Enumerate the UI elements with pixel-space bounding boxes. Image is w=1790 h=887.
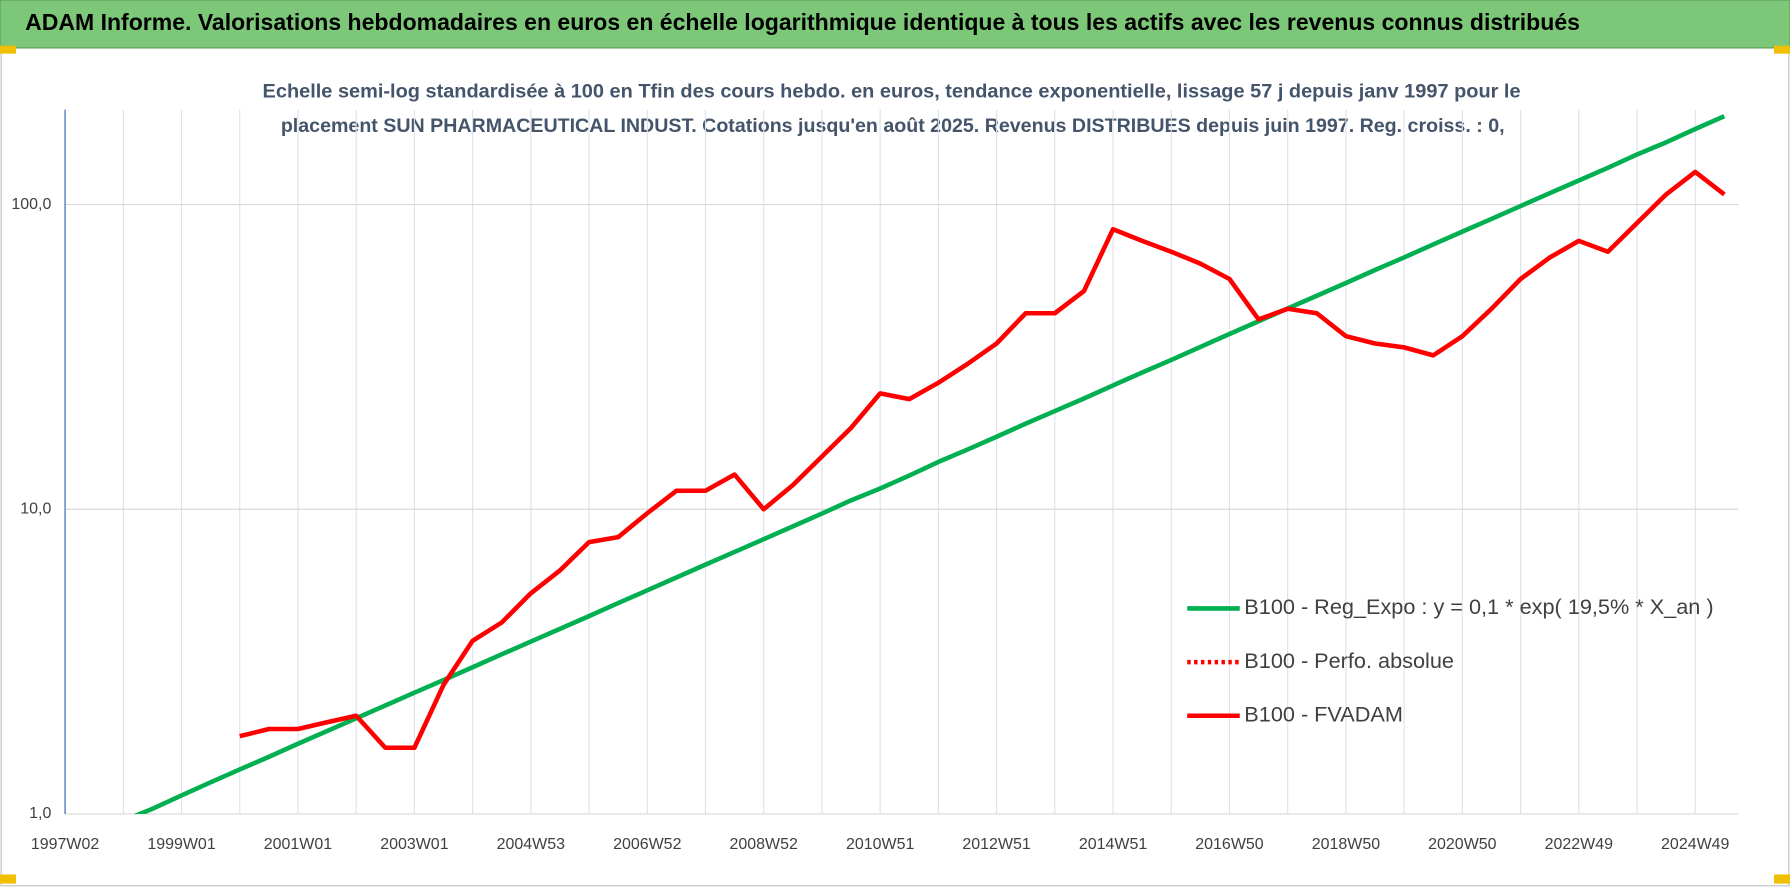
x-tick-label: 2024W49	[1661, 836, 1729, 853]
corner	[1774, 874, 1790, 884]
chart-subtitle: Echelle semi-log standardisée à 100 en T…	[263, 81, 1521, 103]
legend-label: B100 - Perfo. absolue	[1244, 648, 1454, 673]
data-line	[239, 169, 1726, 751]
x-tick-label: 2008W52	[730, 836, 798, 853]
legend-label: B100 - FVADAM	[1244, 701, 1403, 726]
x-tick-label: 2014W51	[1079, 836, 1147, 853]
x-tick-label: 2022W49	[1545, 836, 1613, 853]
x-tick-label: 2010W51	[846, 836, 914, 853]
chart-subtitle: placement SUN PHARMACEUTICAL INDUST. Cot…	[281, 115, 1505, 137]
x-tick-label: 1999W01	[147, 836, 215, 853]
x-tick-label: 2012W51	[962, 836, 1030, 853]
x-tick-label: 2020W50	[1428, 836, 1496, 853]
y-tick-label: 1,0	[29, 805, 51, 822]
chart-title: ADAM Informe. Valorisations hebdomadaire…	[25, 9, 1580, 35]
data-line	[133, 114, 1726, 814]
x-tick-label: 2003W01	[380, 836, 448, 853]
x-tick-label: 2001W01	[264, 836, 332, 853]
x-tick-label: 1997W02	[31, 836, 99, 853]
plot-area	[133, 114, 1726, 814]
x-tick-label: 2004W53	[497, 836, 565, 853]
x-tick-label: 2006W52	[613, 836, 681, 853]
x-tick-label: 2016W50	[1195, 836, 1263, 853]
x-tick-label: 2018W50	[1312, 836, 1380, 853]
corner	[1774, 45, 1790, 54]
y-tick-label: 100,0	[11, 196, 51, 213]
corner	[0, 45, 16, 54]
y-tick-label: 10,0	[20, 500, 51, 517]
legend-label: B100 - Reg_Expo : y = 0,1 * exp( 19,5% *…	[1244, 594, 1713, 619]
corner	[0, 874, 16, 884]
header-bar	[0, 0, 1790, 49]
